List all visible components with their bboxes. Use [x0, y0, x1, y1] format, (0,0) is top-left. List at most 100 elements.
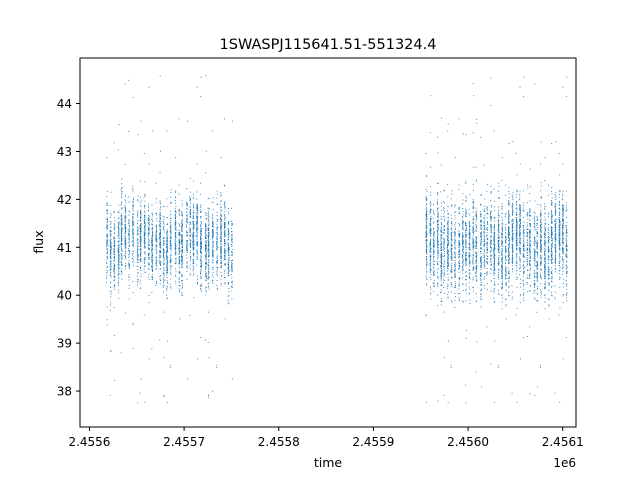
data-point	[132, 204, 134, 206]
data-point	[450, 269, 452, 271]
data-point	[118, 232, 120, 234]
data-point	[124, 240, 126, 242]
data-point	[128, 265, 130, 266]
data-point	[458, 235, 460, 237]
data-point	[216, 261, 218, 263]
data-point	[220, 263, 222, 264]
data-point	[205, 291, 207, 293]
data-point	[120, 214, 122, 216]
data-point	[465, 215, 467, 217]
data-point	[200, 286, 202, 288]
data-point	[170, 213, 172, 215]
data-point	[451, 235, 453, 237]
data-point	[178, 118, 180, 120]
data-point	[118, 238, 120, 240]
data-point	[469, 237, 471, 239]
data-point	[114, 259, 116, 261]
data-point	[140, 230, 142, 232]
data-point	[447, 256, 449, 258]
data-point	[186, 203, 188, 205]
data-point	[128, 222, 130, 224]
data-point	[121, 202, 122, 204]
data-point	[121, 240, 123, 242]
data-point	[162, 252, 164, 254]
data-point	[426, 245, 427, 247]
data-point	[430, 256, 432, 257]
data-point	[429, 231, 431, 233]
data-point	[447, 227, 449, 229]
data-point	[163, 257, 165, 259]
data-point	[113, 261, 115, 263]
data-point	[462, 220, 464, 222]
data-point	[137, 245, 139, 247]
data-point	[205, 230, 207, 232]
data-point	[451, 277, 453, 278]
data-point	[462, 228, 464, 230]
data-point	[137, 134, 139, 136]
data-point	[220, 215, 222, 217]
data-point	[117, 250, 119, 252]
data-point	[192, 242, 194, 244]
data-point	[117, 264, 119, 266]
data-point	[220, 240, 222, 242]
data-point	[174, 213, 176, 215]
data-point	[132, 322, 134, 324]
data-point	[144, 251, 146, 253]
data-point	[151, 259, 153, 261]
data-point	[220, 249, 222, 251]
data-point	[128, 287, 130, 289]
data-point	[144, 257, 146, 259]
data-point	[148, 238, 149, 240]
data-point	[440, 265, 442, 267]
data-point	[128, 238, 130, 240]
data-point	[181, 236, 183, 238]
data-point	[220, 214, 222, 216]
data-point	[189, 237, 191, 239]
data-point	[197, 212, 199, 214]
data-point	[132, 219, 134, 221]
data-point	[121, 234, 123, 236]
data-point	[148, 205, 149, 207]
data-point	[109, 229, 111, 231]
data-point	[443, 232, 445, 234]
data-point	[433, 245, 435, 247]
data-point	[443, 241, 445, 243]
data-point	[221, 275, 222, 276]
data-point	[193, 217, 195, 219]
data-point	[469, 244, 471, 246]
data-point	[189, 252, 191, 254]
data-point	[106, 306, 108, 308]
data-point	[144, 210, 146, 212]
data-point	[228, 291, 230, 293]
data-point	[196, 216, 198, 218]
data-point	[205, 254, 206, 256]
data-point	[437, 207, 439, 209]
data-point	[472, 227, 474, 229]
data-point	[144, 241, 146, 243]
data-point	[152, 130, 154, 132]
data-point	[200, 226, 201, 228]
data-point	[228, 259, 230, 261]
data-point	[462, 235, 464, 237]
data-point	[472, 132, 474, 134]
data-point	[193, 227, 195, 229]
data-point	[224, 219, 226, 221]
data-point	[454, 235, 456, 237]
data-point	[106, 236, 108, 237]
data-point	[174, 223, 176, 225]
data-point	[200, 272, 201, 274]
data-point	[181, 240, 183, 242]
data-point	[113, 211, 115, 213]
data-point	[220, 248, 222, 250]
data-point	[166, 287, 168, 289]
data-point	[441, 224, 443, 226]
data-point	[166, 271, 168, 273]
data-point	[128, 253, 130, 255]
data-point	[169, 283, 171, 285]
data-point	[128, 251, 130, 253]
data-point	[441, 263, 443, 265]
data-point	[208, 216, 210, 218]
data-point	[196, 209, 198, 211]
data-point	[124, 253, 126, 254]
data-point	[155, 257, 157, 258]
